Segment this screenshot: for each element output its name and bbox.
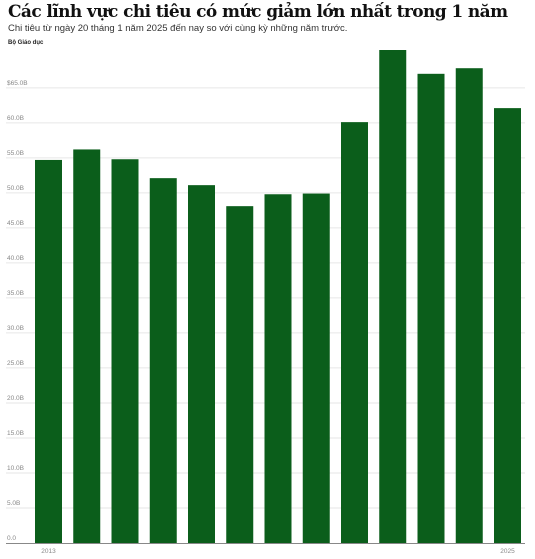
y-tick-label: 50.0B	[7, 185, 24, 192]
y-tick-label: 60.0B	[7, 115, 24, 122]
chart-subtitle: Chi tiêu từ ngày 20 tháng 1 năm 2025 đến…	[8, 23, 348, 34]
y-tick-label: 25.0B	[7, 360, 24, 367]
bar-2015	[111, 159, 139, 543]
bar-2013	[35, 159, 62, 544]
y-tick-label: 10.0B	[7, 465, 24, 472]
panel-label: Bộ Giáo dục	[8, 40, 44, 46]
bar-2018	[226, 206, 254, 544]
bar-2017	[188, 185, 215, 543]
bar-2019	[264, 194, 292, 543]
y-tick-label: $65.0B	[7, 80, 28, 87]
y-tick-label: 20.0B	[7, 395, 24, 402]
y-tick-label: 30.0B	[7, 325, 24, 332]
bar-2023	[417, 73, 445, 543]
chart-title: Các lĩnh vực chi tiêu có mức giảm lớn nh…	[8, 2, 508, 22]
bar-2021	[341, 122, 368, 543]
y-tick-label: 40.0B	[7, 255, 24, 262]
x-tick-label: 2013	[41, 548, 56, 555]
y-tick-label: 0.0	[7, 535, 16, 542]
bars	[35, 50, 521, 544]
y-tick-label: 55.0B	[7, 150, 24, 157]
bar-2016	[149, 178, 177, 544]
bar-2024	[455, 68, 483, 543]
bar-2020	[302, 193, 330, 544]
bar-2022	[379, 50, 407, 543]
bar-2025	[494, 108, 521, 543]
y-tick-label: 35.0B	[7, 290, 24, 297]
bar-2014	[73, 149, 101, 543]
y-tick-label: 5.0B	[7, 500, 20, 507]
tick-labels: 0.0 5.0B 10.0B 15.0B 20.0B 25.0B 30.0B 35.0B 40.…	[7, 80, 515, 555]
y-tick-label: 15.0B	[7, 430, 24, 437]
x-tick-label: 2025	[500, 548, 515, 555]
y-tick-label: 45.0B	[7, 220, 24, 227]
